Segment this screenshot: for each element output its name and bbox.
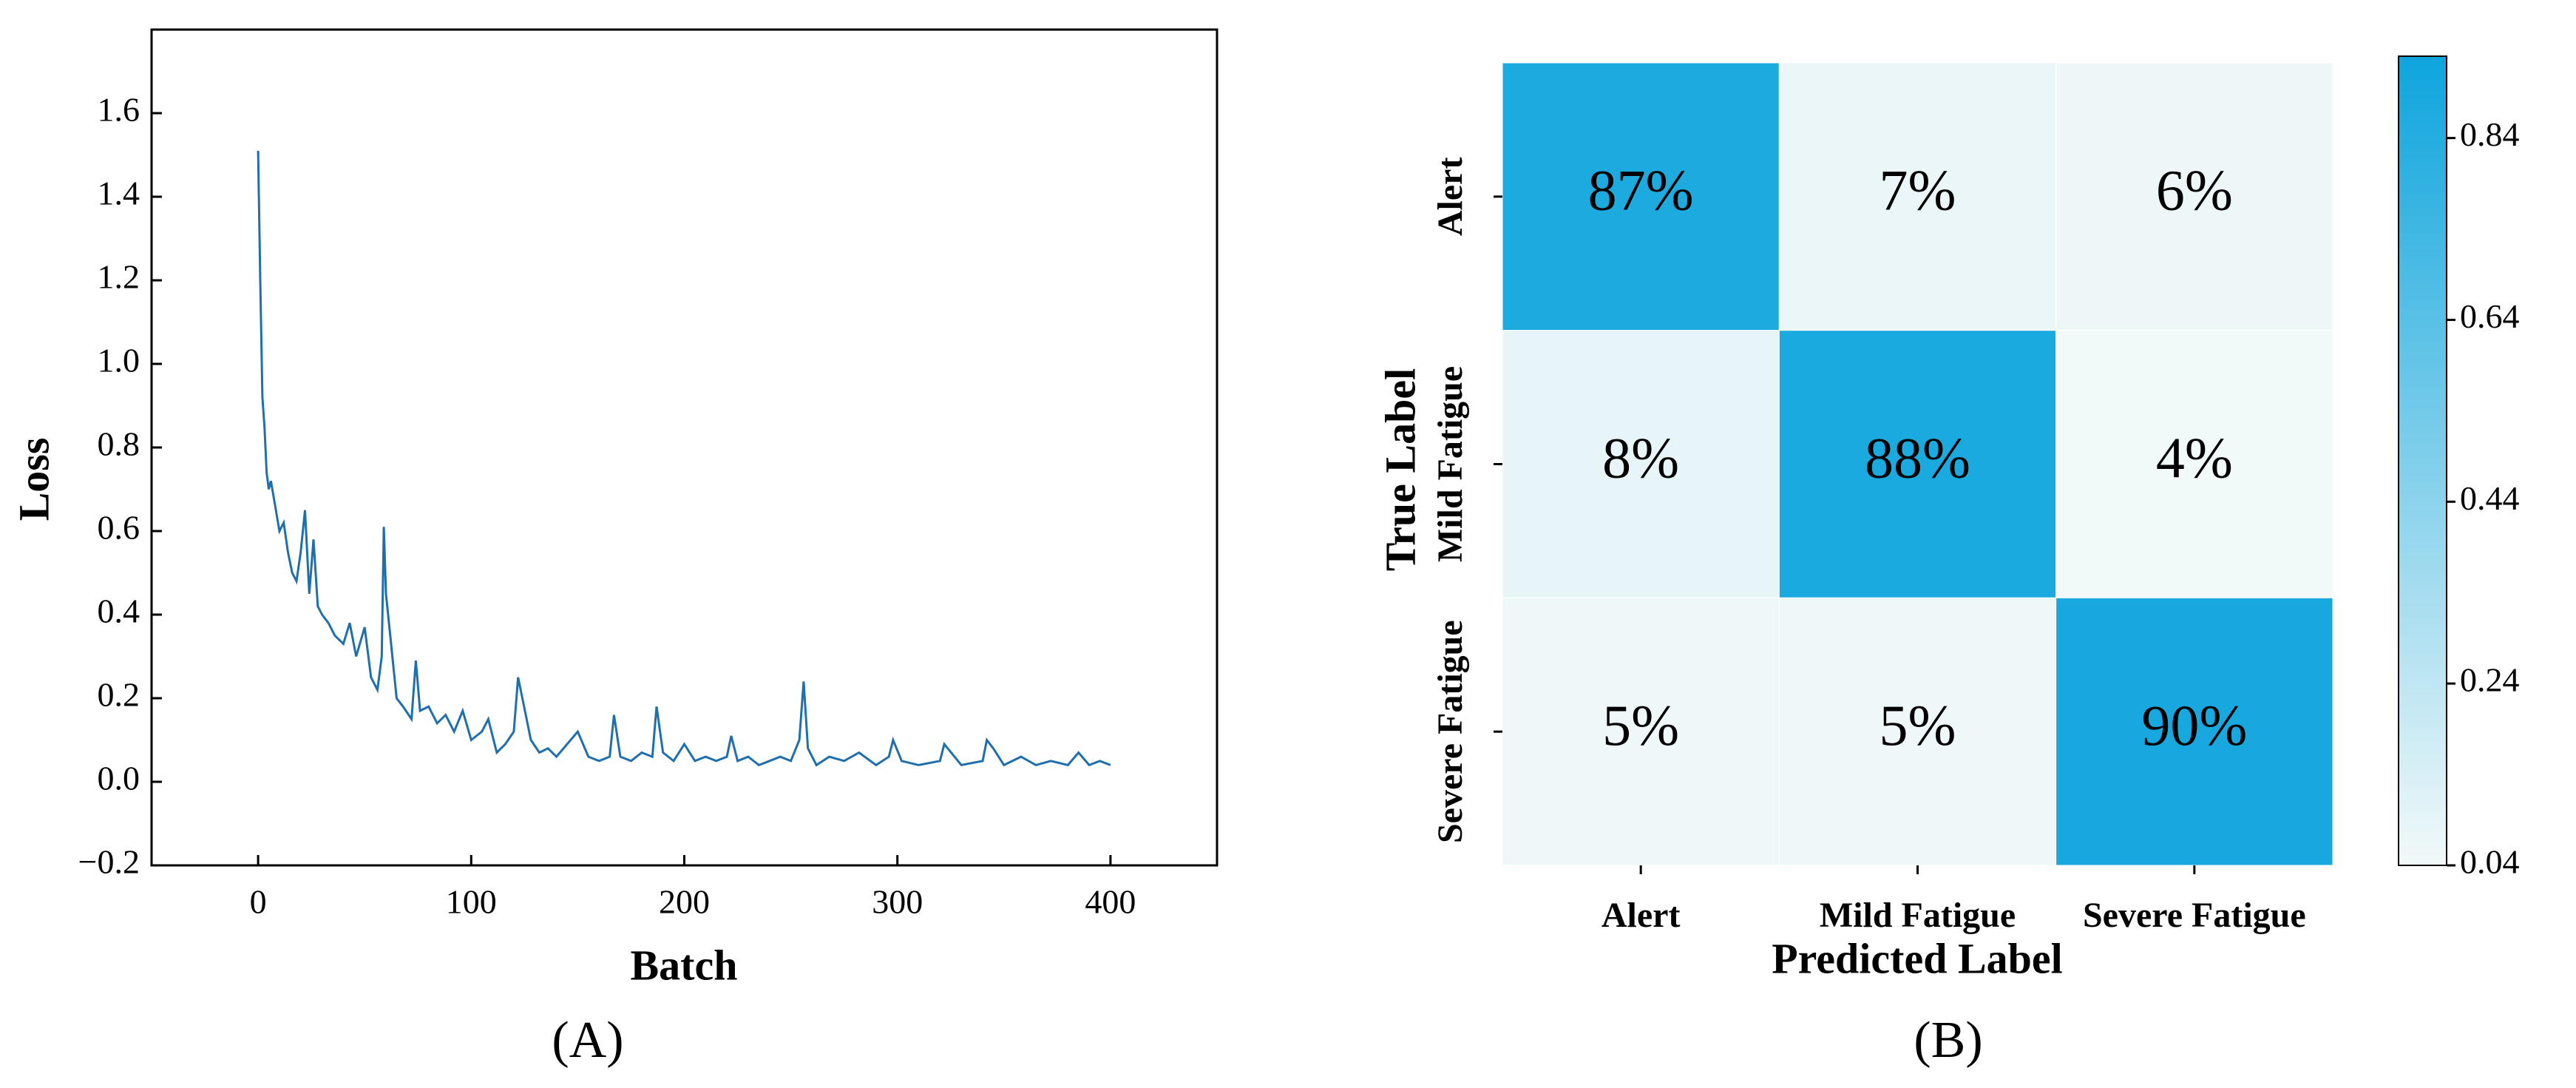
cell-label: 88%: [1865, 425, 1970, 490]
cell: [1502, 62, 1780, 331]
cell-label: 90%: [2141, 693, 2247, 757]
y-tick-label: Severe Fatigue: [1431, 620, 1470, 843]
caption: (A): [552, 1012, 623, 1069]
y-tick-label: −0.2: [78, 843, 140, 881]
cell: [2055, 62, 2333, 331]
cell-label: 5%: [1602, 693, 1679, 757]
colorbar-tick-label: 0.84: [2460, 115, 2520, 153]
y-axis-label: Loss: [10, 438, 58, 521]
cell: [1502, 597, 1780, 866]
x-tick-label: 300: [872, 883, 923, 921]
cell: [1778, 330, 2057, 598]
x-tick-label: 100: [446, 883, 497, 921]
cell-label: 8%: [1602, 425, 1679, 490]
colorbar-tick-label: 0.24: [2460, 661, 2520, 699]
cell-label: 5%: [1880, 693, 1956, 757]
y-tick-label: 1.6: [98, 91, 140, 129]
x-tick-label: 0: [250, 883, 267, 921]
y-tick-label: 1.2: [98, 258, 140, 296]
y-tick-label: 0.6: [98, 509, 140, 547]
colorbar-tick-label: 0.04: [2460, 843, 2520, 881]
x-tick-label: Alert: [1601, 896, 1681, 935]
colorbar-tick-label: 0.64: [2460, 297, 2520, 335]
cell: [2055, 330, 2333, 598]
cell-label: 7%: [1880, 158, 1956, 223]
y-tick-label: 0.2: [98, 676, 140, 714]
cell-label: 87%: [1588, 158, 1694, 223]
colorbar-tick-label: 0.44: [2460, 479, 2520, 517]
cell: [1502, 330, 1780, 598]
y-tick-label: 0.0: [98, 760, 140, 797]
caption: (B): [1914, 1012, 1982, 1069]
cell-label: 4%: [2156, 425, 2233, 490]
y-tick-label: 0.8: [98, 425, 140, 463]
y-tick-label: 0.4: [98, 592, 140, 630]
y-tick-label: Alert: [1431, 158, 1470, 237]
cell-label: 6%: [2156, 158, 2233, 223]
y-tick-label: 1.0: [98, 342, 140, 379]
y-tick-label: Mild Fatigue: [1431, 366, 1470, 562]
x-tick-label: Severe Fatigue: [2083, 896, 2306, 935]
loss-line: [257, 150, 1111, 767]
cell: [1778, 597, 2057, 866]
x-axis-label: Predicted Label: [1772, 934, 2063, 982]
y-axis-label: True Label: [1376, 368, 1424, 571]
cell: [2055, 597, 2333, 866]
colorbar: [2398, 55, 2447, 866]
x-axis-label: Batch: [631, 941, 738, 989]
x-tick-label: Mild Fatigue: [1820, 896, 2016, 935]
x-tick-label: 200: [659, 883, 710, 921]
x-tick-label: 400: [1085, 883, 1136, 921]
y-tick-label: 1.4: [98, 175, 140, 212]
plot-frame: [150, 28, 1218, 867]
